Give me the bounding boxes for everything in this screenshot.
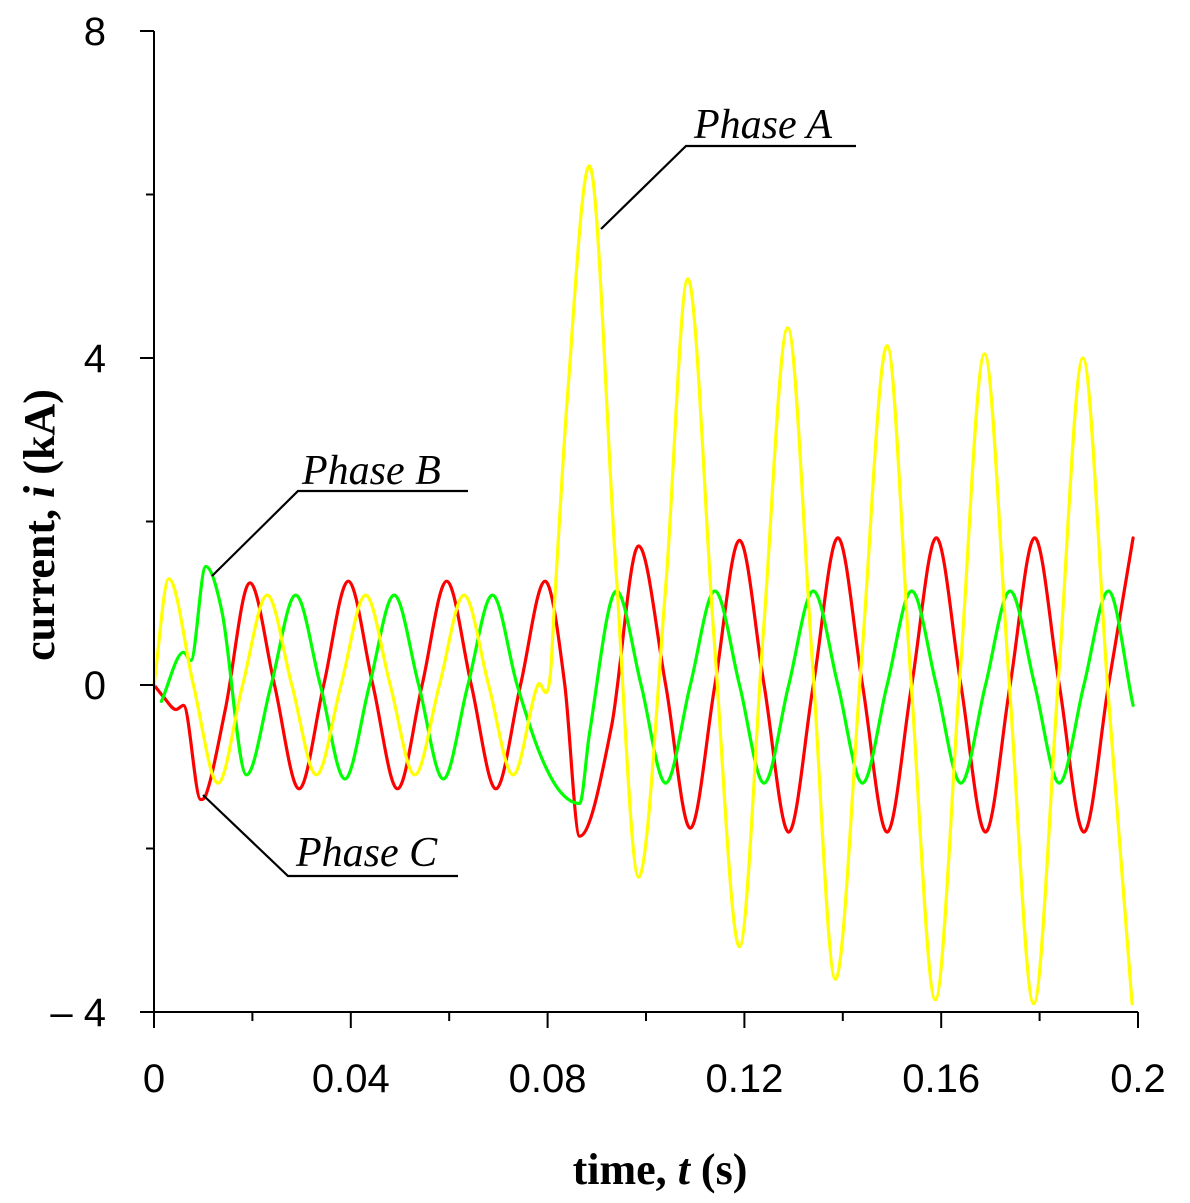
x-tick-label: 0 <box>143 1057 165 1101</box>
phase-c-leader-line <box>202 794 458 878</box>
phase-a-leader-line <box>600 144 856 230</box>
x-tick-label: 0.08 <box>509 1057 587 1101</box>
y-tick-label: 8 <box>84 10 106 54</box>
y-tick-label: – 4 <box>50 991 106 1035</box>
phase-b-leader-line <box>211 489 468 577</box>
x-axis-title: time, t (s) <box>573 1145 748 1194</box>
y-axis-title: current, i (kA) <box>15 389 64 661</box>
x-tick-label: 0.12 <box>705 1057 783 1101</box>
phase-a-label: Phase A <box>693 102 832 148</box>
x-tick-label: 0.16 <box>902 1057 980 1101</box>
annotation-layer: Phase A Phase B Phase C <box>202 102 856 878</box>
phase-c-label: Phase C <box>295 830 438 876</box>
series-line-phase-a <box>152 164 1134 1006</box>
y-tick-label: 4 <box>84 337 106 381</box>
y-tick-label: 0 <box>84 664 106 708</box>
series-line-phase-b <box>159 564 1135 806</box>
x-tick-label: 0.04 <box>312 1057 390 1101</box>
ticks-layer: – 4 0 4 8 0 0.04 0.08 0.12 0.16 0.2 <box>50 10 1165 1101</box>
x-tick-label: 0.2 <box>1110 1057 1166 1101</box>
phase-b-label: Phase B <box>301 448 441 494</box>
series-layer <box>152 164 1135 1006</box>
